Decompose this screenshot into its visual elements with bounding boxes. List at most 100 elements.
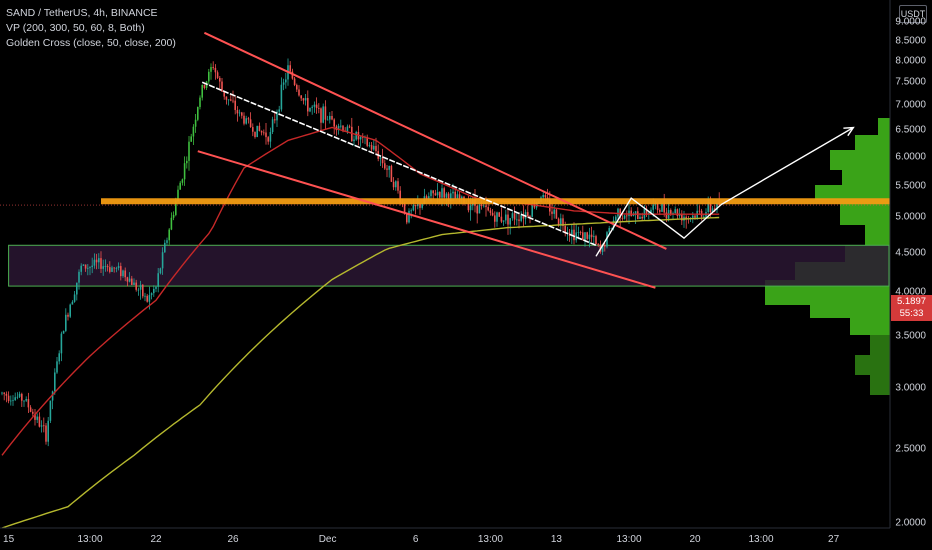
candle-body xyxy=(186,160,188,164)
candle-body xyxy=(80,265,82,272)
candle-body xyxy=(102,266,104,269)
candle-body xyxy=(399,190,401,203)
candle-body xyxy=(234,100,236,111)
price-tick-label: 9.0000 xyxy=(895,16,926,28)
candle-body xyxy=(502,220,505,222)
candle-body xyxy=(260,130,263,133)
price-tick-label: 8.0000 xyxy=(895,55,926,67)
projection-path xyxy=(595,126,854,257)
candle-body xyxy=(491,212,494,216)
candle-body xyxy=(408,210,410,223)
candle-body xyxy=(161,252,164,269)
candle-body xyxy=(166,240,168,243)
candle-body xyxy=(230,99,232,101)
candle-body xyxy=(47,420,49,442)
candle-body xyxy=(111,267,113,272)
volume-profile-bar xyxy=(830,150,890,170)
candle-body xyxy=(582,232,584,241)
candle-body xyxy=(478,204,481,214)
candle-body xyxy=(593,236,595,238)
candle-body xyxy=(661,204,663,212)
time-tick-label: 13:00 xyxy=(748,534,774,545)
candle-body xyxy=(326,119,329,121)
candle-body xyxy=(177,189,179,202)
candle-body xyxy=(223,91,225,97)
candle-body xyxy=(98,258,100,263)
golden-cross-indicator-label[interactable]: Golden Cross (close, 50, close, 200) xyxy=(6,37,176,49)
candle-body xyxy=(183,163,186,180)
candle-body xyxy=(329,115,331,120)
candle-body xyxy=(469,205,472,211)
volume-profile-bar xyxy=(865,225,890,245)
candle-body xyxy=(373,145,375,150)
candle-body xyxy=(109,267,111,272)
candle-body xyxy=(67,314,69,317)
candle-body xyxy=(518,219,520,221)
ma200-line xyxy=(1,216,720,529)
projection-arrowhead xyxy=(843,126,855,137)
candle-body xyxy=(190,136,192,142)
candle-body xyxy=(164,242,166,253)
candle-body xyxy=(421,204,423,208)
candle-body xyxy=(280,84,283,110)
candle-body xyxy=(245,118,247,124)
candle-body xyxy=(513,213,516,220)
time-tick-label: 6 xyxy=(412,534,419,545)
candle-body xyxy=(663,204,665,213)
candle-body xyxy=(579,232,582,234)
candle-body xyxy=(3,392,5,394)
candle-body xyxy=(25,399,27,401)
currency-badge[interactable]: USDT xyxy=(899,5,927,23)
candle-body xyxy=(170,217,173,230)
candle-body xyxy=(148,295,151,302)
candle-body xyxy=(40,425,43,427)
candle-body xyxy=(45,425,47,442)
candle-body xyxy=(406,213,408,223)
candle-body xyxy=(370,145,373,150)
candle-body xyxy=(87,267,89,269)
vp-indicator-label[interactable]: VP (200, 300, 50, 60, 8, Both) xyxy=(6,22,145,34)
candle-body xyxy=(73,294,76,302)
price-tick-label: 5.5000 xyxy=(895,180,926,192)
candle-body xyxy=(505,214,507,221)
chart-legend: SAND / TetherUS, 4h, BINANCE VP (200, 30… xyxy=(6,6,176,51)
last-price-value: 5.1897 xyxy=(896,296,927,307)
candle-body xyxy=(71,301,74,305)
time-tick-label: 13:00 xyxy=(477,534,503,545)
candle-body xyxy=(549,199,551,212)
candle-body xyxy=(76,282,78,295)
candle-body xyxy=(692,215,694,218)
volume-profile-bar xyxy=(855,135,890,150)
candle-body xyxy=(432,190,434,194)
candle-body xyxy=(586,232,588,239)
candle-body xyxy=(425,196,428,200)
candle-body xyxy=(236,110,239,114)
symbol-title[interactable]: SAND / TetherUS, 4h, BINANCE xyxy=(6,7,158,19)
candle-body xyxy=(386,168,388,170)
candle-body xyxy=(65,314,67,331)
candle-body xyxy=(529,216,531,218)
candle-body xyxy=(577,232,580,234)
candle-body xyxy=(703,216,705,218)
candle-body xyxy=(271,119,274,133)
candle-body xyxy=(128,278,131,282)
candle-body xyxy=(214,67,217,73)
candle-body xyxy=(238,112,241,114)
volume-profile-bar xyxy=(842,170,890,185)
candle-body xyxy=(274,119,276,121)
time-tick-label: 13:00 xyxy=(616,534,642,545)
candle-body xyxy=(201,85,203,98)
candle-body xyxy=(709,202,712,213)
candle-body xyxy=(172,214,175,218)
candle-body xyxy=(216,72,219,78)
candle-body xyxy=(58,353,60,362)
candle-body xyxy=(62,330,65,334)
candle-body xyxy=(645,208,648,215)
candle-body xyxy=(617,208,619,217)
candle-body xyxy=(375,145,377,152)
time-tick-label: 22 xyxy=(150,534,162,545)
ma50-line xyxy=(1,126,720,456)
candle-body xyxy=(254,131,256,138)
price-tick-label: 2.5000 xyxy=(895,443,926,455)
